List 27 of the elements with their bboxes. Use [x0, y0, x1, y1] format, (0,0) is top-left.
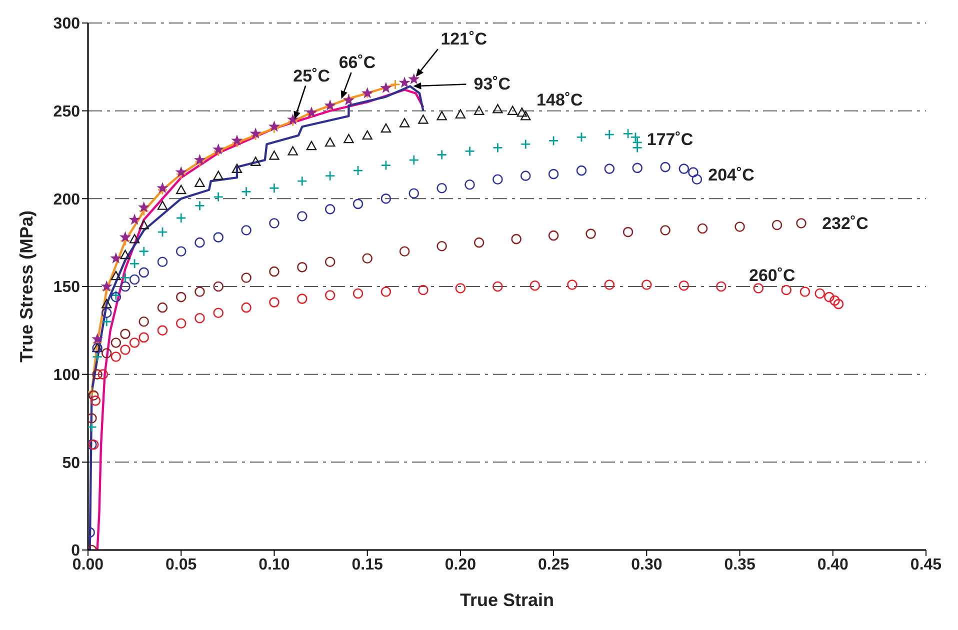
x-tick-label: 0.30: [631, 556, 662, 574]
y-tick-label: 50: [62, 454, 80, 472]
y-tick-label: 250: [53, 104, 80, 121]
x-tick-label: 0.40: [817, 556, 849, 574]
series-label: 148˚C: [536, 90, 583, 110]
x-tick-label: 0.00: [72, 556, 104, 574]
x-axis-title: True Strain: [460, 590, 554, 610]
series-label: 177˚C: [646, 130, 694, 150]
series-label: 25˚C: [293, 66, 330, 86]
series-label: 204˚C: [708, 166, 754, 185]
text: 121˚C: [440, 30, 488, 49]
y-tick-label: 200: [53, 191, 80, 208]
y-axis-title: True Stress (MPa): [16, 210, 36, 363]
x-tick-label: 0.10: [258, 556, 290, 574]
series-label: 232˚C: [822, 214, 868, 233]
y-tick-label: 150: [53, 279, 80, 296]
x-tick-label: 0.35: [724, 556, 756, 574]
x-tick-label: 0.25: [538, 556, 570, 574]
series-label: 260˚C: [749, 266, 796, 286]
y-tick-label: 100: [53, 367, 80, 384]
series-label: 66˚C: [338, 52, 376, 72]
y-tick-label: 300: [53, 16, 80, 33]
x-tick-label: 0.15: [352, 556, 384, 574]
x-tick-label: 0.45: [910, 556, 942, 574]
text: 93˚C: [474, 74, 511, 94]
x-tick-label: 0.20: [444, 556, 476, 574]
x-tick-label: 0.05: [166, 556, 197, 574]
